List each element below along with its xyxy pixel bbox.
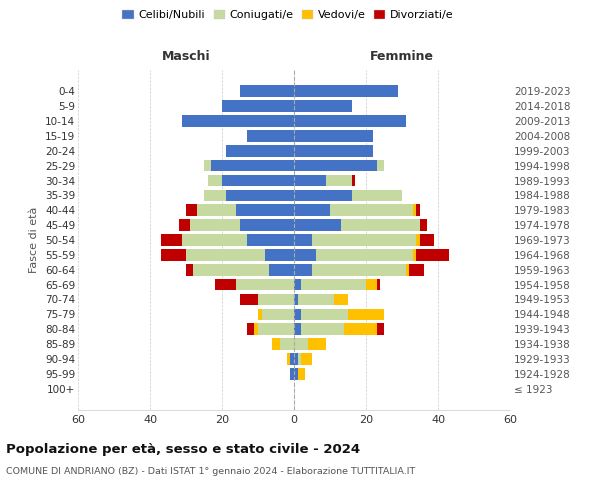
Bar: [341, 220, 420, 231]
Bar: [190, 220, 240, 231]
Bar: [344, 324, 377, 335]
Bar: [161, 249, 186, 260]
Bar: [294, 220, 341, 231]
Bar: [258, 308, 262, 320]
Text: Popolazione per età, sesso e stato civile - 2024: Popolazione per età, sesso e stato civil…: [6, 442, 360, 456]
Bar: [211, 160, 294, 172]
Bar: [247, 234, 294, 246]
Text: Maschi: Maschi: [161, 50, 211, 62]
Bar: [366, 279, 377, 290]
Bar: [222, 100, 294, 112]
Bar: [420, 234, 434, 246]
Text: COMUNE DI ANDRIANO (BZ) - Dati ISTAT 1° gennaio 2024 - Elaborazione TUTTITALIA.I: COMUNE DI ANDRIANO (BZ) - Dati ISTAT 1° …: [6, 468, 415, 476]
Bar: [294, 174, 326, 186]
Bar: [334, 294, 348, 306]
Bar: [294, 368, 298, 380]
Bar: [247, 324, 254, 335]
Bar: [272, 338, 280, 350]
Bar: [240, 86, 294, 97]
Bar: [294, 86, 398, 97]
Bar: [258, 294, 294, 306]
Bar: [352, 174, 355, 186]
Bar: [377, 160, 384, 172]
Bar: [294, 115, 406, 127]
Bar: [294, 324, 301, 335]
Bar: [254, 324, 258, 335]
Bar: [179, 220, 190, 231]
Bar: [236, 204, 294, 216]
Bar: [294, 249, 316, 260]
Bar: [240, 294, 258, 306]
Bar: [258, 324, 294, 335]
Bar: [294, 130, 373, 141]
Bar: [298, 294, 334, 306]
Bar: [226, 145, 294, 156]
Text: Femmine: Femmine: [370, 50, 434, 62]
Bar: [262, 308, 294, 320]
Bar: [420, 220, 427, 231]
Bar: [294, 100, 352, 112]
Bar: [182, 115, 294, 127]
Bar: [240, 220, 294, 231]
Bar: [416, 204, 420, 216]
Bar: [301, 308, 348, 320]
Bar: [377, 324, 384, 335]
Bar: [294, 190, 352, 201]
Bar: [409, 264, 424, 276]
Bar: [265, 249, 294, 260]
Bar: [294, 234, 312, 246]
Bar: [182, 234, 247, 246]
Bar: [204, 160, 211, 172]
Bar: [294, 279, 301, 290]
Bar: [290, 368, 294, 380]
Bar: [280, 338, 294, 350]
Bar: [294, 204, 330, 216]
Bar: [193, 264, 269, 276]
Bar: [215, 279, 236, 290]
Bar: [294, 145, 373, 156]
Bar: [413, 249, 416, 260]
Bar: [348, 308, 384, 320]
Bar: [301, 279, 366, 290]
Bar: [294, 308, 301, 320]
Bar: [290, 353, 294, 365]
Bar: [294, 338, 308, 350]
Bar: [161, 234, 182, 246]
Bar: [294, 264, 312, 276]
Bar: [416, 249, 449, 260]
Bar: [312, 264, 406, 276]
Bar: [330, 204, 413, 216]
Bar: [352, 190, 402, 201]
Y-axis label: Fasce di età: Fasce di età: [29, 207, 40, 273]
Bar: [204, 190, 226, 201]
Bar: [298, 353, 301, 365]
Bar: [316, 249, 413, 260]
Bar: [406, 264, 409, 276]
Bar: [222, 174, 294, 186]
Bar: [416, 234, 420, 246]
Bar: [186, 264, 193, 276]
Bar: [301, 353, 312, 365]
Bar: [301, 324, 344, 335]
Bar: [247, 130, 294, 141]
Bar: [186, 204, 197, 216]
Bar: [294, 353, 298, 365]
Bar: [413, 204, 416, 216]
Bar: [208, 174, 222, 186]
Bar: [312, 234, 416, 246]
Bar: [377, 279, 380, 290]
Bar: [308, 338, 326, 350]
Legend: Celibi/Nubili, Coniugati/e, Vedovi/e, Divorziati/e: Celibi/Nubili, Coniugati/e, Vedovi/e, Di…: [118, 6, 458, 25]
Bar: [186, 249, 265, 260]
Bar: [298, 368, 305, 380]
Bar: [294, 294, 298, 306]
Bar: [294, 160, 377, 172]
Bar: [287, 353, 290, 365]
Bar: [269, 264, 294, 276]
Bar: [326, 174, 352, 186]
Bar: [236, 279, 294, 290]
Bar: [226, 190, 294, 201]
Bar: [197, 204, 236, 216]
